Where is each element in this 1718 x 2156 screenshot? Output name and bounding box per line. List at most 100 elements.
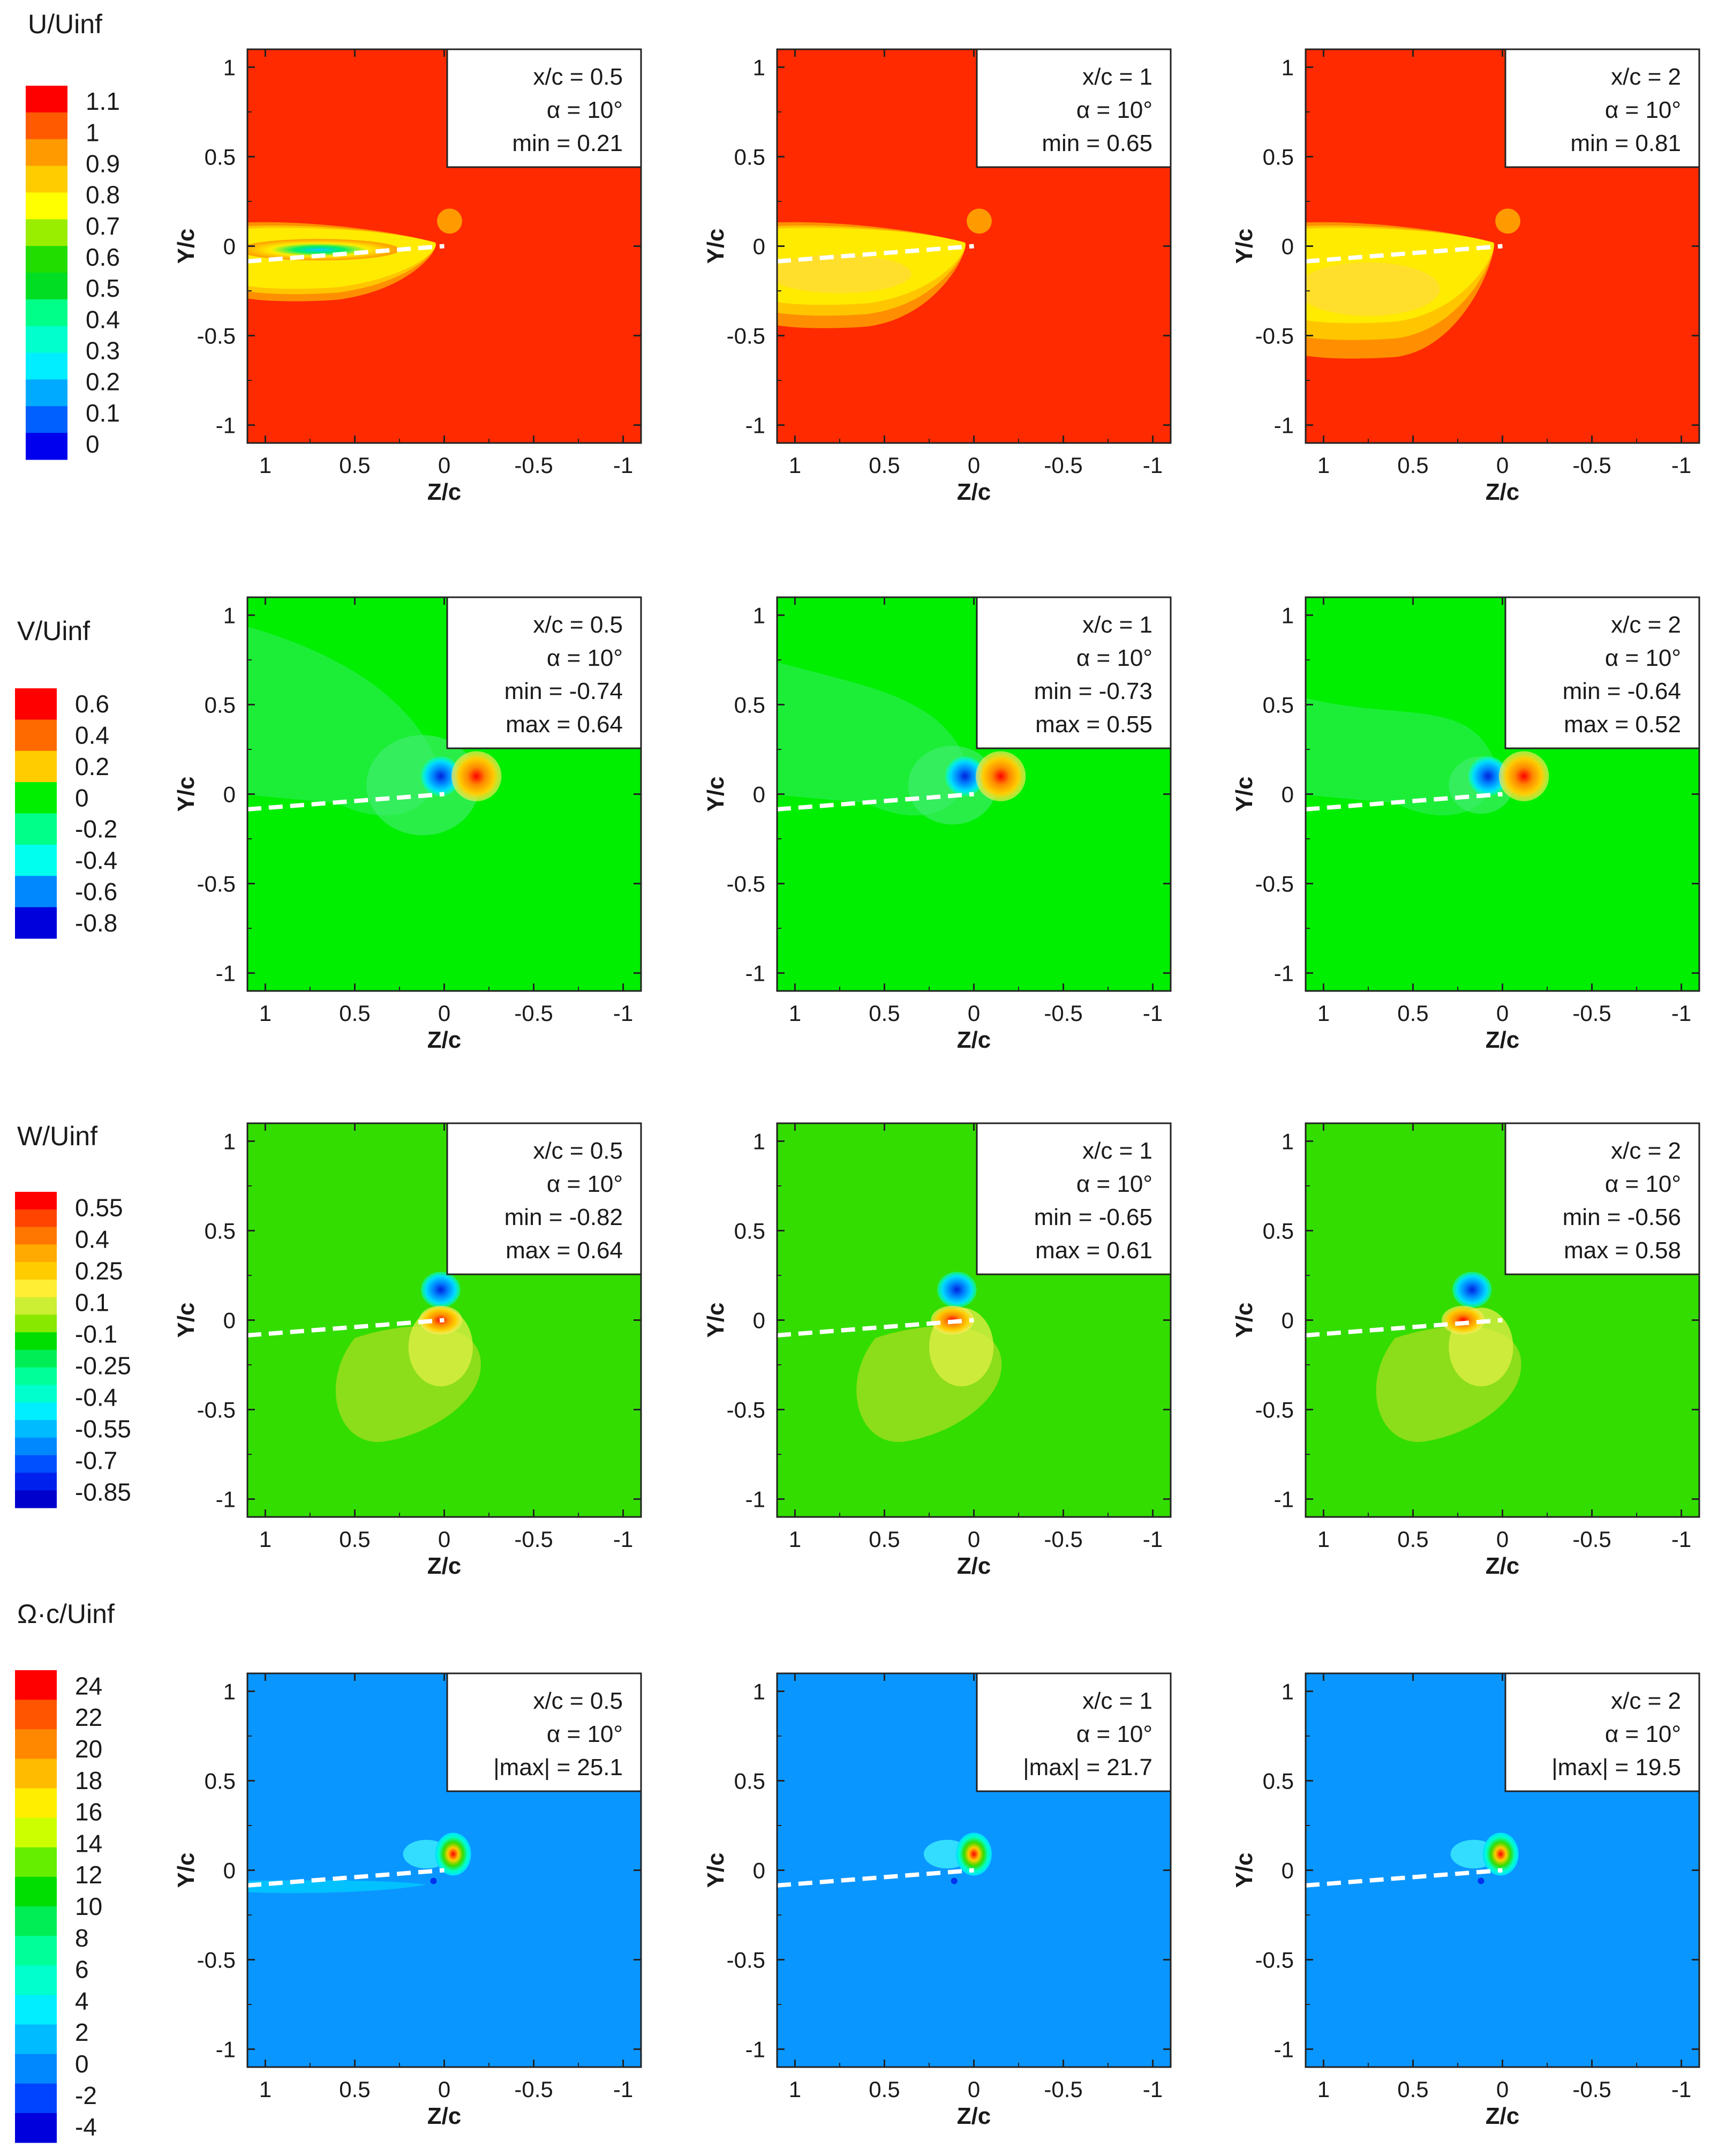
- negative-w-core: [937, 1272, 977, 1308]
- colorbar-swatch: [26, 86, 67, 113]
- colorbar-swatch: [15, 1817, 57, 1848]
- colorbar-tick-label: 0.3: [86, 336, 120, 364]
- colorbar-1: U/Uinf 1.1 1 0.9 0.8 0.7 0.6 0.5 0.4 0.3 0.2 0.1 0: [26, 9, 120, 460]
- x-axis-label: Z/c: [427, 479, 462, 505]
- colorbar-swatch: [15, 2054, 57, 2084]
- colorbar-tick-label: 14: [75, 1829, 102, 1857]
- y-tick-label: -1: [745, 2037, 765, 2062]
- airfoil-chord-line: [247, 792, 444, 812]
- y-tick-label: 0: [223, 1308, 236, 1333]
- panel-r3-c2: 1 1 0.5 0.5 0 0 -0.5 -0.5 -1 -1 Z/c Y/c x/c = 1 α = 1…: [703, 1122, 1172, 1579]
- colorbar-tick-label: 1: [86, 118, 100, 146]
- annotation-line: |max| = 21.7: [1023, 1754, 1152, 1781]
- colorbar-swatch: [15, 1700, 57, 1730]
- x-tick-label: -1: [1671, 2077, 1691, 2102]
- y-tick-label: -1: [1274, 1487, 1294, 1512]
- y-tick-label: 0: [1282, 1858, 1294, 1883]
- annotation-box: [446, 1122, 642, 1275]
- y-tick-label: -0.5: [197, 1398, 236, 1423]
- x-tick-label: 0: [1496, 2077, 1509, 2102]
- y-tick-label: -0.5: [1255, 324, 1294, 349]
- y-tick-label: -1: [745, 413, 765, 438]
- tip-vortex-deficit: [1495, 208, 1520, 234]
- colorbar-tick-label: -0.25: [75, 1352, 131, 1380]
- colorbar-tick-label: 20: [75, 1735, 102, 1763]
- colorbar-swatch: [15, 2024, 57, 2055]
- y-axis-label: Y/c: [703, 228, 729, 264]
- colorbar-tick-label: 4: [75, 1987, 89, 2015]
- annotation-box: [976, 48, 1172, 168]
- y-tick-label: -0.5: [197, 1948, 236, 1973]
- y-tick-label: -1: [745, 1487, 765, 1512]
- colorbar-tick-label: 16: [75, 1798, 102, 1826]
- x-tick-label: -0.5: [1044, 453, 1082, 478]
- colorbar-swatch: [15, 876, 57, 908]
- colorbar-tick-label: 0.2: [86, 368, 120, 396]
- colorbar-tick-label: 0: [75, 784, 89, 812]
- field-contours: [1306, 1272, 1521, 1442]
- y-tick-label: 0.5: [205, 1768, 236, 1793]
- y-tick-label: 1: [753, 1679, 765, 1704]
- colorbar-tick-label: -0.7: [75, 1447, 117, 1475]
- panel-r2-c3: 1 1 0.5 0.5 0 0 -0.5 -0.5 -1 -1 Z/c Y/c x/c = 2 α = 1…: [1231, 596, 1700, 1053]
- annotation-box: [1504, 1672, 1700, 1792]
- colorbar-tick-label: 0.4: [86, 305, 120, 333]
- colorbar-swatch: [15, 1759, 57, 1789]
- y-tick-label: -0.5: [197, 324, 236, 349]
- annotation-line: min = -0.65: [1034, 1204, 1152, 1230]
- y-tick-label: 1: [223, 55, 236, 80]
- y-tick-label: -0.5: [197, 872, 236, 897]
- annotation-line: x/c = 0.5: [533, 64, 623, 90]
- y-axis-label: Y/c: [703, 1852, 729, 1888]
- y-axis-label: Y/c: [1231, 228, 1257, 264]
- colorbar-tick-label: 10: [75, 1892, 102, 1920]
- x-tick-label: 0.5: [1397, 2077, 1428, 2102]
- y-tick-label: 1: [1282, 55, 1294, 80]
- colorbar-swatch: [15, 2083, 57, 2114]
- positive-v-core: [975, 751, 1026, 801]
- annotation-line: x/c = 0.5: [533, 612, 623, 638]
- x-tick-label: 1: [1317, 2077, 1330, 2102]
- airfoil-chord-line: [1306, 1868, 1503, 1888]
- x-axis-label: Z/c: [1486, 1027, 1520, 1053]
- x-tick-label: 0.5: [869, 2077, 900, 2102]
- field-contours: [247, 626, 502, 836]
- y-tick-label: 0: [753, 1308, 765, 1333]
- colorbar-swatch: [26, 246, 67, 273]
- annotation-line: α = 10°: [1605, 645, 1681, 671]
- field-contours: [1306, 1832, 1519, 1888]
- field-contours: [247, 208, 462, 302]
- colorbar-swatch: [15, 844, 57, 876]
- colorbar-swatch: [15, 782, 57, 814]
- airfoil-chord-line: [777, 1868, 974, 1888]
- x-tick-label: 1: [259, 453, 272, 478]
- x-tick-label: 0.5: [339, 1001, 370, 1026]
- y-tick-label: 0.5: [734, 692, 765, 717]
- annotation-line: min = -0.73: [1034, 678, 1152, 704]
- positive-v-core: [1498, 751, 1549, 801]
- negative-vorticity-spot: [1478, 1877, 1485, 1884]
- colorbar-title: U/Uinf: [28, 9, 102, 39]
- y-tick-label: -1: [216, 1487, 236, 1512]
- airfoil-chord-line: [777, 792, 974, 812]
- annotation-line: max = 0.61: [1035, 1237, 1152, 1264]
- colorbar-swatch: [15, 2113, 57, 2143]
- airfoil-chord-line: [1306, 244, 1503, 264]
- colorbar-swatch: [15, 1350, 57, 1368]
- x-tick-label: -0.5: [1572, 1001, 1611, 1026]
- colorbar-tick-label: 0.7: [86, 212, 120, 240]
- x-tick-label: 0.5: [339, 2077, 370, 2102]
- panel-r4-c2: 1 1 0.5 0.5 0 0 -0.5 -0.5 -1 -1 Z/c Y/c x/c = 1 α = 1…: [703, 1672, 1172, 2129]
- y-tick-label: 1: [753, 603, 765, 628]
- x-tick-label: -1: [1143, 2077, 1163, 2102]
- y-tick-label: -0.5: [727, 1948, 765, 1973]
- y-axis-label: Y/c: [703, 1302, 729, 1338]
- colorbar-swatch: [15, 688, 57, 720]
- colorbar-swatch: [15, 1729, 57, 1759]
- annotation-line: x/c = 0.5: [533, 1138, 623, 1164]
- y-tick-label: 1: [1282, 1679, 1294, 1704]
- colorbar-3: W/Uinf 0.55 0.4 0.25 0.1 -0.1 -0.25 -0.4 -0.55 -0…: [15, 1121, 131, 1508]
- colorbar-title: V/Uinf: [17, 616, 90, 646]
- airfoil-chord-line: [1306, 792, 1503, 812]
- colorbar-swatch: [26, 299, 67, 327]
